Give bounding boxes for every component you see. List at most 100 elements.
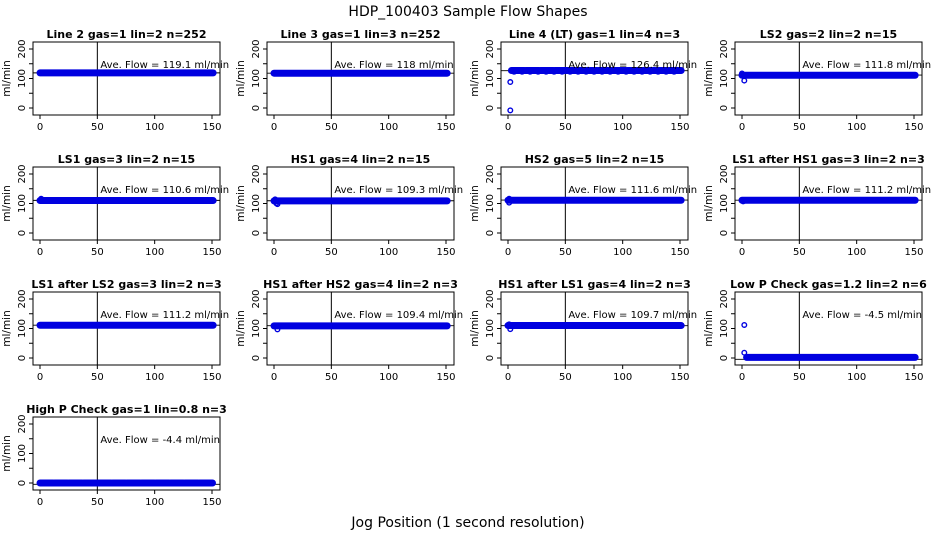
x-tick-label: 100 [145,122,164,133]
x-tick-label: 0 [505,122,511,133]
x-tick-label: 50 [91,122,104,133]
y-tick-label: 100 [17,319,28,338]
panel-cell-11: HS1 after LS1 gas=4 lin=2 n=3 0 50 100 150 0 1… [468,278,702,403]
y-axis-label: ml/min [235,310,247,346]
x-tick-label: 0 [271,372,277,383]
panel-cell-12: Low P Check gas=1.2 lin=2 n=6 0 50 100 150 0 1… [702,278,936,403]
x-tick-label: 150 [670,247,689,258]
flow-panel-1: Line 2 gas=1 lin=2 n=252 0 50 100 150 0 100 200… [1,28,229,133]
y-axis-label: ml/min [703,185,715,221]
y-tick-label: 0 [719,355,730,361]
x-axis-title: Jog Position (1 second resolution) [351,515,585,531]
y-tick-label: 0 [17,105,28,111]
x-tick-label: 150 [904,247,923,258]
y-tick-label: 0 [17,355,28,361]
x-tick-label: 0 [505,247,511,258]
flow-panel-3: Line 4 (LT) gas=1 lin=4 n=3 0 50 100 150 0 100… [469,28,697,133]
y-tick-label: 0 [719,105,730,111]
x-tick-label: 50 [559,122,572,133]
panel-cell-10: HS1 after HS2 gas=4 lin=2 n=3 0 50 100 150 0 1… [234,278,468,403]
x-tick-label: 0 [271,247,277,258]
y-tick-label: 100 [719,194,730,213]
x-tick-label: 100 [847,372,866,383]
y-tick-label: 100 [17,444,28,463]
y-tick-label: 200 [719,164,730,183]
y-tick-label: 100 [251,319,262,338]
flow-panel-9: LS1 after LS2 gas=3 lin=2 n=3 0 50 100 150 0 1… [1,278,229,383]
flow-panel-7: HS2 gas=5 lin=2 n=15 0 50 100 150 0 100 200 ml/m… [469,153,697,258]
y-tick-label: 200 [485,164,496,183]
flow-panel-2: Line 3 gas=1 lin=3 n=252 0 50 100 150 0 100 200… [235,28,456,133]
y-tick-label: 200 [485,289,496,308]
y-tick-label: 100 [485,69,496,88]
y-axis-label: ml/min [1,60,13,96]
x-tick-label: 50 [325,372,338,383]
y-tick-label: 0 [251,230,262,236]
outlier-point [741,77,748,84]
x-tick-label: 50 [793,247,806,258]
y-tick-label: 100 [251,194,262,213]
x-tick-label: 100 [613,247,632,258]
panel-grid: Line 2 gas=1 lin=2 n=252 0 50 100 150 0 100 200… [0,28,936,528]
outlier-point [507,107,514,114]
plot-box [500,41,689,116]
panel-title: HS1 after HS2 gas=4 lin=2 n=3 [263,278,458,291]
panel-cell-5: LS1 gas=3 lin=2 n=15 0 50 100 150 0 100 200 ml/m… [0,153,234,278]
x-tick-label: 150 [904,372,923,383]
outlier-point [506,195,513,202]
x-tick-label: 50 [559,247,572,258]
plot-box [266,41,455,116]
average-flow-annotation: Ave. Flow = 109.4 ml/min [334,310,463,321]
x-tick-label: 50 [325,247,338,258]
y-axis-label: ml/min [1,435,13,471]
y-axis-label: ml/min [235,60,247,96]
x-tick-label: 0 [739,122,745,133]
average-flow-annotation: Ave. Flow = 109.7 ml/min [568,310,697,321]
y-tick-label: 100 [17,69,28,88]
x-tick-label: 50 [793,122,806,133]
plot-box [32,416,221,491]
x-tick-label: 0 [505,372,511,383]
panel-title: LS2 gas=2 lin=2 n=15 [760,28,897,41]
x-tick-label: 50 [325,122,338,133]
y-tick-label: 200 [251,164,262,183]
outlier-point [740,198,747,205]
y-tick-label: 100 [17,194,28,213]
outlier-point [506,199,513,206]
y-axis-label: ml/min [469,60,481,96]
y-tick-label: 200 [17,414,28,433]
panel-cell-2: Line 3 gas=1 lin=3 n=252 0 50 100 150 0 100 200… [234,28,468,153]
panel-cell-9: LS1 after LS2 gas=3 lin=2 n=3 0 50 100 150 0 1… [0,278,234,403]
x-tick-label: 0 [37,372,43,383]
x-tick-label: 50 [91,497,104,508]
figure-title: HDP_100403 Sample Flow Shapes [348,4,588,20]
y-axis-label: ml/min [703,310,715,346]
flow-panel-4: LS2 gas=2 lin=2 n=15 0 50 100 150 0 100 200 ml/m… [703,28,931,133]
panel-title: High P Check gas=1 lin=0.8 n=3 [26,403,227,416]
panel-cell-13: High P Check gas=1 lin=0.8 n=3 0 50 100 150 0… [0,403,234,528]
y-axis-label: ml/min [469,185,481,221]
panel-cell-8: LS1 after HS1 gas=3 lin=2 n=3 0 50 100 150 0 1… [702,153,936,278]
flow-panel-13: High P Check gas=1 lin=0.8 n=3 0 50 100 150 0… [1,403,227,508]
average-flow-annotation: Ave. Flow = 110.6 ml/min [100,185,229,196]
panel-cell-1: Line 2 gas=1 lin=2 n=252 0 50 100 150 0 100 200… [0,28,234,153]
x-tick-label: 100 [613,122,632,133]
y-tick-label: 0 [485,105,496,111]
x-tick-label: 100 [379,247,398,258]
x-tick-label: 150 [670,122,689,133]
y-tick-label: 100 [251,69,262,88]
outlier-point [741,349,748,356]
y-axis-label: ml/min [235,185,247,221]
flow-panel-10: HS1 after HS2 gas=4 lin=2 n=3 0 50 100 150 0 1… [235,278,463,383]
outlier-point [274,201,281,208]
y-tick-label: 0 [251,105,262,111]
panel-title: HS1 gas=4 lin=2 n=15 [291,153,431,166]
y-tick-label: 100 [719,69,730,88]
x-tick-label: 100 [613,372,632,383]
average-flow-annotation: Ave. Flow = -4.5 ml/min [802,310,922,321]
panel-cell-7: HS2 gas=5 lin=2 n=15 0 50 100 150 0 100 200 ml/m… [468,153,702,278]
panel-title: HS2 gas=5 lin=2 n=15 [525,153,665,166]
panel-title: HS1 after LS1 gas=4 lin=2 n=3 [498,278,691,291]
y-tick-label: 100 [719,319,730,338]
